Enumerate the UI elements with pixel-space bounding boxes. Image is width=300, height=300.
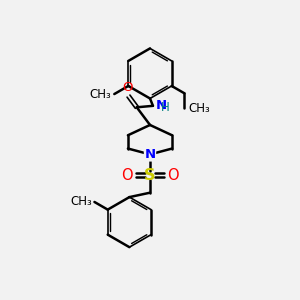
Text: N: N xyxy=(144,148,156,161)
Text: O: O xyxy=(121,167,133,182)
Text: CH₃: CH₃ xyxy=(188,101,210,115)
Text: O: O xyxy=(167,167,179,182)
Text: H: H xyxy=(161,101,170,114)
Text: S: S xyxy=(144,167,156,182)
Text: CH₃: CH₃ xyxy=(70,196,92,208)
Text: N: N xyxy=(155,99,167,112)
Text: CH₃: CH₃ xyxy=(90,88,111,100)
Text: O: O xyxy=(122,81,132,94)
